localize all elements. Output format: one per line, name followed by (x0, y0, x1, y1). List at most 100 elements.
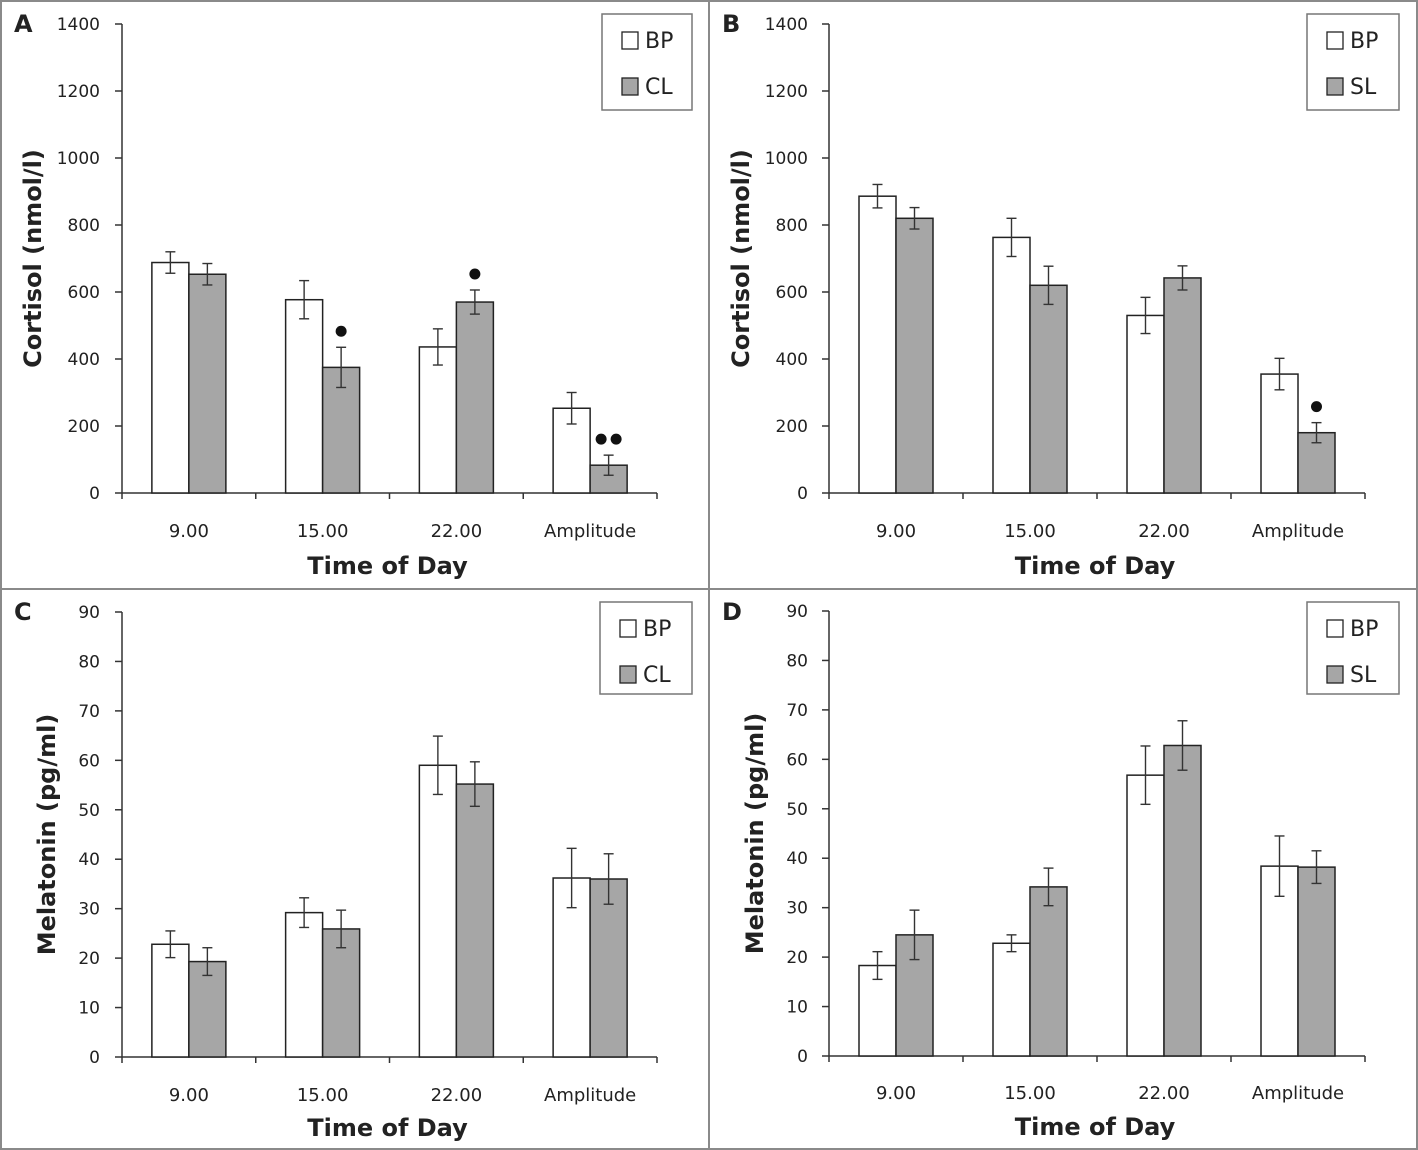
legend-box (599, 601, 693, 695)
x-axis-label: Time of Day (1015, 1113, 1176, 1141)
panel-letter: A (14, 10, 33, 38)
legend-label-bp: BP (645, 29, 673, 54)
x-axis-label: Time of Day (1015, 552, 1176, 580)
y-tick-label: 200 (776, 417, 808, 437)
category-label: Amplitude (1252, 1083, 1344, 1104)
legend-label-sl: SL (1350, 75, 1377, 100)
y-axis-label: Melatonin (pg/ml) (741, 713, 769, 955)
category-label: 15.00 (1004, 521, 1056, 542)
y-tick-label: 40 (78, 850, 100, 870)
bar-cl-2 (455, 783, 495, 1058)
legend-label-bp: BP (643, 617, 671, 642)
bar-bp-0 (151, 943, 190, 1058)
y-tick-label: 400 (776, 350, 808, 370)
y-tick-label: 1000 (765, 149, 808, 169)
y-tick-label: 1400 (765, 15, 808, 35)
bar-sl-1 (1029, 284, 1068, 494)
y-tick-label: 60 (78, 751, 100, 771)
category-label: Amplitude (544, 521, 636, 542)
y-tick-label: 200 (68, 417, 100, 437)
panel-letter: C (14, 598, 32, 626)
legend-box (601, 13, 693, 111)
category-label: 9.00 (169, 1085, 209, 1106)
category-label: 15.00 (297, 1085, 349, 1106)
bar-cl-3 (589, 878, 628, 1058)
y-tick-label: 1200 (57, 82, 100, 102)
bar-bp-3 (1260, 373, 1299, 494)
legend-swatch-sl (1326, 77, 1344, 96)
bar-bp-2 (418, 764, 458, 1058)
legend-swatch-bp (619, 619, 637, 638)
legend-swatch-bp (1326, 619, 1344, 638)
legend-swatch-cl (621, 77, 639, 96)
y-tick-label: 800 (68, 216, 100, 236)
significance-dot (610, 433, 622, 445)
y-tick-label: 80 (78, 652, 100, 672)
y-tick-label: 0 (797, 1047, 808, 1067)
bar-sl-0 (895, 217, 934, 494)
panel-a-cortisol-cl: A 0 200 400 600 800 1000 1200 1400 9.00 15.00 22.00… (0, 0, 710, 590)
y-tick-label: 20 (786, 948, 808, 968)
y-tick-label: 90 (78, 603, 100, 623)
significance-dot (469, 268, 481, 280)
bar-sl-2 (1163, 277, 1202, 494)
bar-bp-2 (1126, 314, 1165, 494)
legend-label-sl: SL (1350, 663, 1377, 688)
y-tick-label: 400 (68, 350, 100, 370)
legend-label-bp: BP (1350, 617, 1378, 642)
panel-c-melatonin-cl: C 0 10 20 30 40 50 60 70 80 90 9.00 15.00 22.00 Amplit… (0, 588, 710, 1150)
bar-cl-1 (321, 928, 361, 1058)
y-tick-label: 600 (776, 283, 808, 303)
bar-cl-2 (455, 301, 495, 494)
significance-dot (595, 433, 607, 445)
legend: BP SL (1306, 13, 1400, 111)
category-label: Amplitude (1252, 521, 1344, 542)
legend: BP SL (1306, 601, 1400, 695)
y-tick-label: 20 (78, 949, 100, 969)
category-label: 9.00 (876, 521, 916, 542)
bar-sl-2 (1163, 744, 1202, 1057)
panel-d-melatonin-sl: D 0 10 20 30 40 50 60 70 80 90 9.00 15.00 22.00 Amplit… (708, 588, 1418, 1150)
bar-bp-0 (151, 261, 190, 494)
y-axis-label: Melatonin (pg/ml) (33, 714, 61, 956)
x-axis-label: Time of Day (307, 552, 468, 580)
legend-swatch-cl (619, 665, 637, 684)
category-label: 15.00 (297, 521, 349, 542)
x-axis-label: Time of Day (307, 1114, 468, 1142)
y-tick-label: 0 (89, 1048, 100, 1068)
y-axis-label: Cortisol (nmol/l) (727, 149, 755, 368)
y-tick-label: 70 (786, 701, 808, 721)
y-tick-label: 600 (68, 283, 100, 303)
panel-b-cortisol-sl: B 0 200 400 600 800 1000 1200 1400 9.00 15.00 22.00… (708, 0, 1418, 590)
y-tick-label: 10 (786, 998, 808, 1018)
category-label: 22.00 (431, 521, 483, 542)
y-tick-label: 0 (797, 484, 808, 504)
legend-label-bp: BP (1350, 29, 1378, 54)
category-label: 9.00 (169, 521, 209, 542)
legend-label-cl: CL (643, 663, 671, 688)
category-label: 22.00 (1138, 1083, 1190, 1104)
category-label: 22.00 (431, 1085, 483, 1106)
legend: BP CL (599, 601, 693, 695)
bar-sl-3 (1297, 866, 1336, 1057)
y-tick-label: 30 (786, 899, 808, 919)
bar-bp-1 (992, 236, 1031, 494)
y-tick-label: 90 (786, 602, 808, 622)
bar-cl-0 (188, 960, 227, 1058)
bar-bp-3 (1260, 865, 1299, 1057)
legend-label-cl: CL (645, 75, 673, 100)
y-tick-label: 1400 (57, 15, 100, 35)
y-tick-label: 1000 (57, 149, 100, 169)
y-tick-label: 70 (78, 702, 100, 722)
chart-svg: C 0 10 20 30 40 50 60 70 80 90 9.00 15.00 22.00 Amplit… (14, 598, 693, 1142)
bar-bp-0 (858, 195, 897, 494)
legend-swatch-bp (1326, 31, 1344, 50)
y-tick-label: 10 (78, 999, 100, 1019)
bar-bp-2 (418, 346, 458, 494)
bar-sl-1 (1029, 886, 1068, 1057)
bar-bp-2 (1126, 774, 1165, 1057)
panel-letter: D (722, 598, 742, 626)
y-tick-label: 50 (78, 801, 100, 821)
legend-box (1306, 13, 1400, 111)
y-tick-label: 30 (78, 900, 100, 920)
